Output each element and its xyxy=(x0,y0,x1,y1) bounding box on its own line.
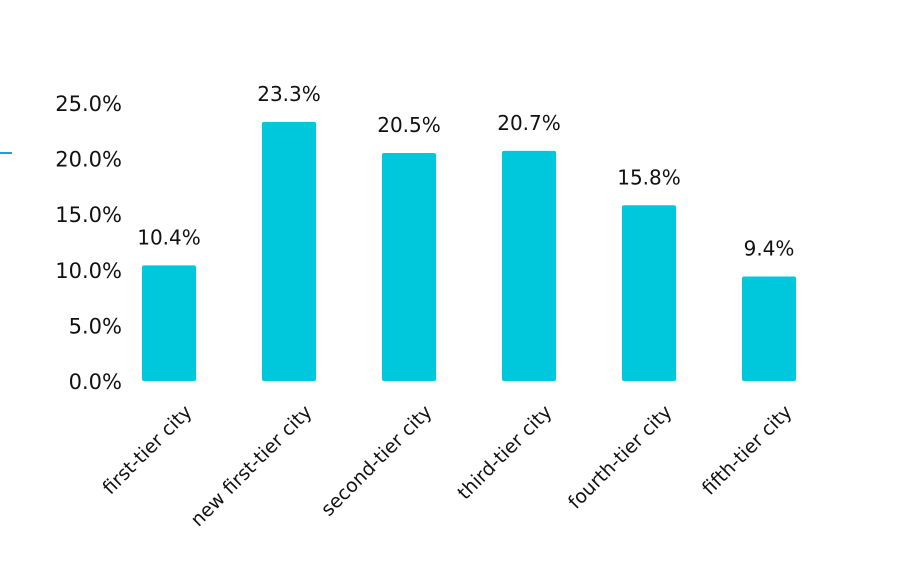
y-tick-label: 5.0% xyxy=(69,314,122,338)
x-tick-label: fourth-tier city xyxy=(564,401,677,514)
y-tick-label: 15.0% xyxy=(55,203,122,227)
y-tick-label: 20.0% xyxy=(55,148,122,172)
x-tick-label: first-tier city xyxy=(98,401,196,499)
x-tick-label: second-tier city xyxy=(317,401,437,521)
y-tick-label: 25.0% xyxy=(55,92,122,116)
bar xyxy=(622,205,676,381)
bar xyxy=(742,276,796,381)
bar xyxy=(142,265,196,381)
x-tick-label: fifth-tier city xyxy=(698,401,797,500)
bar xyxy=(382,153,436,381)
data-label: 10.4% xyxy=(137,225,201,249)
data-label: 20.5% xyxy=(377,113,441,137)
y-tick-label: 10.0% xyxy=(55,259,122,283)
data-label: 20.7% xyxy=(497,111,561,135)
data-label: 9.4% xyxy=(744,236,795,260)
y-tick-label: 0.0% xyxy=(69,370,122,394)
bar xyxy=(502,150,556,381)
y-axis: 0.0% 5.0% 10.0% 15.0% 20.0% 25.0% xyxy=(55,92,122,394)
data-labels: 10.4% 23.3% 20.5% 20.7% 15.8% 9.4% xyxy=(137,82,794,261)
bars xyxy=(142,121,796,382)
x-tick-label: third-tier city xyxy=(453,401,556,504)
data-label: 23.3% xyxy=(257,82,321,106)
bar xyxy=(262,121,316,382)
data-label: 15.8% xyxy=(617,165,681,189)
x-tick-label: new first-tier city xyxy=(186,401,316,531)
